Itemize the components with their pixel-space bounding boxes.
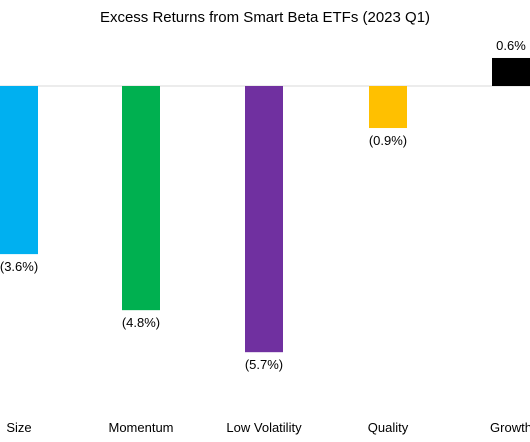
value-label: (5.7%) [245,357,283,372]
chart-title: Excess Returns from Smart Beta ETFs (202… [99,9,431,26]
bar-size [0,86,38,255]
value-label: (3.6%) [0,259,38,274]
bar-low-volatility [245,86,283,353]
category-label: Size [6,420,31,435]
value-label: (0.9%) [369,133,407,148]
value-label: (4.8%) [122,315,160,330]
bar-momentum [122,86,160,311]
category-label: Low Volatility [226,420,302,435]
bar-growth [492,57,530,86]
value-label: 0.6% [496,38,526,53]
category-label: Growth [490,420,530,435]
category-label: Momentum [108,420,173,435]
category-label: Quality [368,420,409,435]
bar-quality [369,86,407,129]
